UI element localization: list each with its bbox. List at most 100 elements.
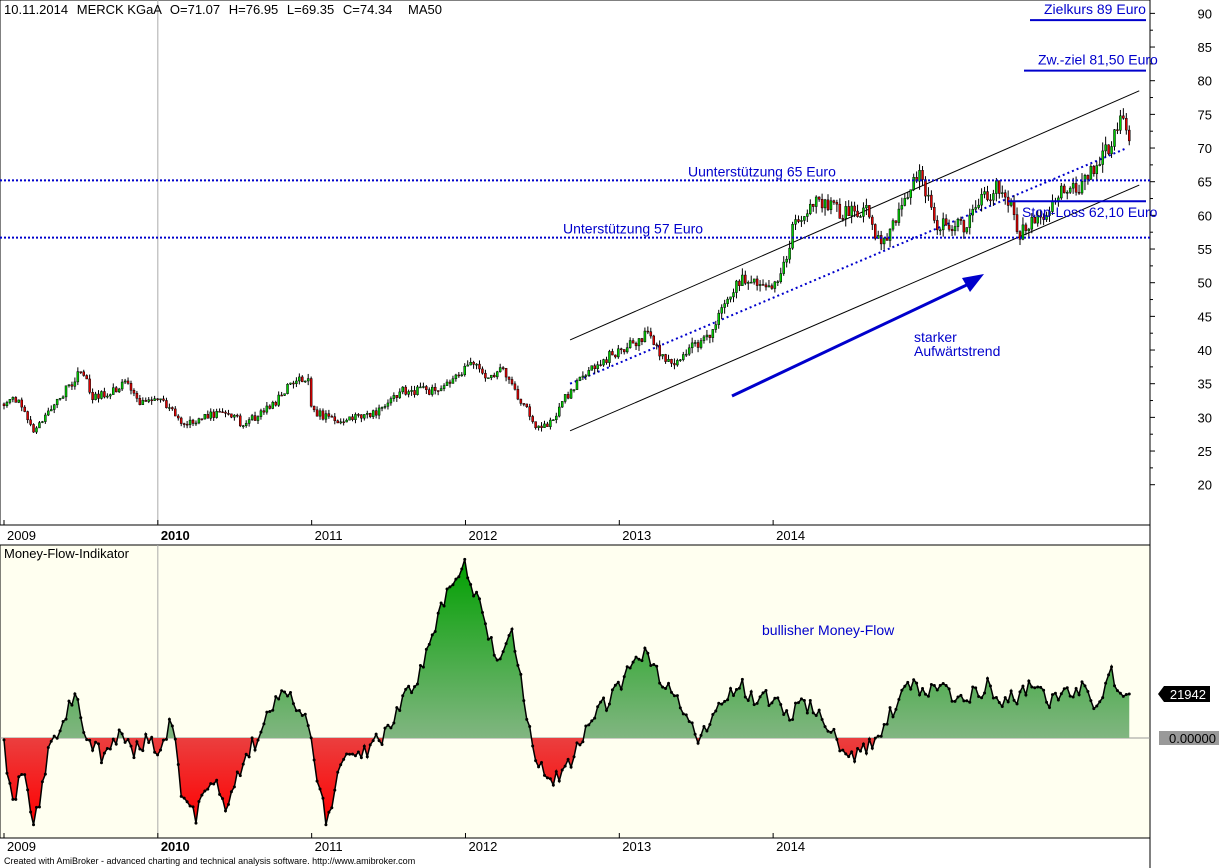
mf-point	[185, 800, 189, 804]
mf-point	[746, 698, 750, 702]
mf-point	[977, 694, 981, 698]
mf-point	[1118, 691, 1122, 695]
candle-body	[953, 226, 957, 232]
mf-point	[723, 699, 727, 703]
mf-point	[463, 557, 467, 561]
candle-body	[1077, 191, 1081, 194]
mf-point	[362, 744, 366, 748]
mf-point	[900, 688, 904, 692]
candle-body	[463, 365, 466, 376]
mf-point	[737, 686, 741, 690]
candle-body	[162, 398, 165, 401]
target-label: Zw.-ziel 81,50 Euro	[1038, 52, 1158, 68]
mf-point	[377, 739, 381, 743]
candle-body	[1027, 228, 1031, 231]
mf-point	[324, 823, 328, 827]
mf-point	[238, 774, 242, 778]
mf-point	[20, 773, 24, 777]
target-label: Stop-Loss 62,10 Euro	[1022, 204, 1158, 220]
candle-body	[1001, 192, 1004, 194]
mf-point	[34, 805, 38, 809]
mf-point	[1039, 685, 1043, 689]
candle-body	[912, 177, 915, 190]
candle-body	[646, 330, 650, 333]
y-tick-label: 50	[1198, 276, 1212, 291]
candle-body	[516, 389, 520, 400]
mf-point	[764, 689, 768, 693]
candle-body	[640, 338, 644, 342]
y-tick-label: 85	[1198, 40, 1212, 55]
mf-point	[519, 672, 523, 676]
mf-point	[678, 706, 682, 710]
mf-point	[726, 698, 730, 702]
mf-point	[805, 711, 809, 715]
candle-body	[1065, 192, 1069, 194]
mf-point	[200, 793, 204, 797]
mf-point	[935, 688, 939, 692]
candle-body	[998, 180, 1001, 194]
candle-body	[498, 367, 502, 373]
candle-body	[933, 207, 936, 221]
candle-body	[351, 416, 354, 420]
candle-body	[661, 354, 664, 357]
candle-body	[239, 415, 242, 427]
candle-body	[206, 414, 210, 419]
target-label: Zielkurs 89 Euro	[1044, 1, 1146, 17]
candle-body	[563, 394, 567, 402]
mf-point	[817, 708, 821, 712]
mf-point	[374, 732, 378, 736]
mf-point	[43, 772, 47, 776]
mf-point	[17, 775, 21, 779]
mf-point	[1089, 699, 1093, 703]
mf-point	[1062, 687, 1066, 691]
mf-point	[513, 649, 517, 653]
mf-point	[569, 765, 573, 769]
mf-point	[153, 750, 157, 754]
mf-point	[421, 665, 425, 669]
mf-point	[625, 665, 629, 669]
candle-body	[761, 284, 765, 286]
mf-point	[40, 780, 44, 784]
candle-body	[451, 378, 455, 384]
candle-body	[572, 389, 576, 391]
candle-body	[171, 407, 174, 410]
mf-point	[262, 722, 266, 726]
candle-body	[980, 194, 983, 206]
candle-body	[679, 359, 682, 361]
mf-point	[138, 747, 142, 751]
candle-body	[404, 386, 407, 395]
candle-body	[738, 280, 741, 286]
candle-body	[540, 425, 543, 428]
candle-body	[1080, 181, 1084, 194]
mf-point	[79, 716, 83, 720]
candle-body	[755, 278, 759, 286]
candle-body	[1113, 129, 1116, 147]
candle-body	[702, 336, 706, 341]
candle-body	[726, 298, 729, 304]
candle-body	[1086, 175, 1090, 180]
mf-point	[173, 737, 177, 741]
mf-point	[333, 788, 337, 792]
candle-body	[537, 425, 540, 428]
candle-body	[918, 170, 921, 182]
mf-point	[545, 776, 549, 780]
mf-point	[76, 697, 80, 701]
mf-point	[1021, 684, 1025, 688]
mf-point	[99, 761, 103, 765]
mf-point	[628, 666, 632, 670]
mf-point	[525, 717, 529, 721]
candle-body	[522, 403, 526, 405]
candle-body	[1116, 129, 1119, 131]
mf-point	[356, 750, 360, 754]
candle-body	[549, 419, 552, 427]
mf-point	[404, 687, 408, 691]
candle-body	[664, 354, 667, 362]
mf-point	[610, 688, 614, 692]
mf-point	[918, 693, 922, 697]
mf-point	[894, 707, 898, 711]
mf-point	[501, 650, 505, 654]
candle-body	[510, 379, 514, 385]
mf-point	[206, 787, 210, 791]
mf-point	[802, 698, 806, 702]
mf-point	[847, 755, 851, 759]
